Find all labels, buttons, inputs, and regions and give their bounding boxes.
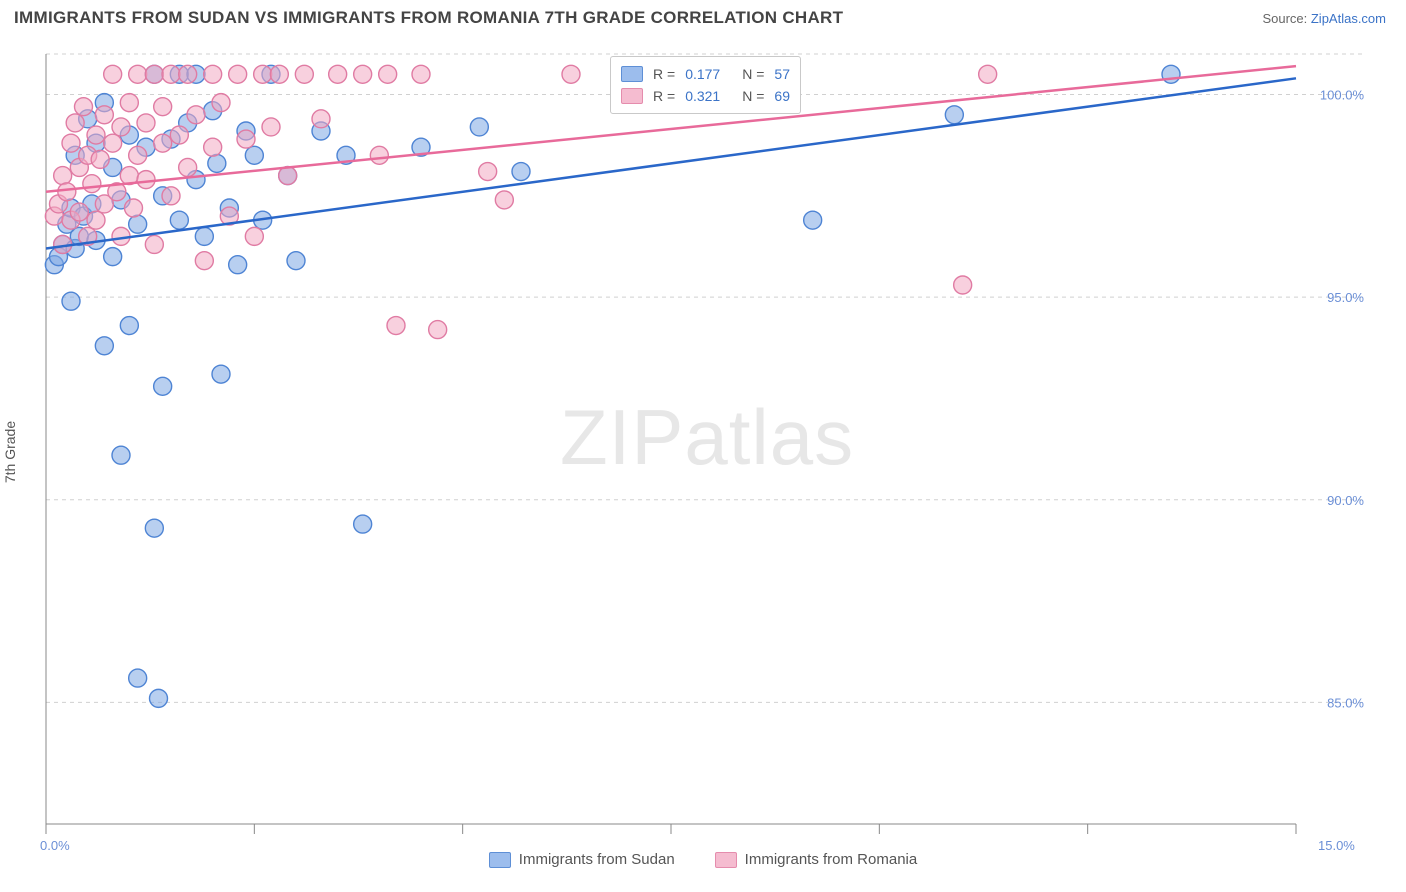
legend-swatch bbox=[489, 852, 511, 868]
r-value: 0.321 bbox=[685, 85, 720, 107]
title-bar: IMMIGRANTS FROM SUDAN VS IMMIGRANTS FROM… bbox=[0, 0, 1406, 32]
legend-swatch bbox=[621, 66, 643, 82]
svg-text:100.0%: 100.0% bbox=[1320, 88, 1365, 103]
r-label: R = bbox=[653, 63, 675, 85]
legend-label: Immigrants from Romania bbox=[745, 851, 918, 868]
n-label: N = bbox=[742, 63, 764, 85]
source-link[interactable]: ZipAtlas.com bbox=[1311, 11, 1386, 26]
svg-text:90.0%: 90.0% bbox=[1327, 493, 1364, 508]
r-value: 0.177 bbox=[685, 63, 720, 85]
n-value: 69 bbox=[774, 85, 790, 107]
legend-swatch bbox=[715, 852, 737, 868]
stats-legend: R = 0.177 N = 57 R = 0.321 N = 69 bbox=[610, 56, 801, 114]
source-label: Source: bbox=[1262, 11, 1310, 26]
series-legend: Immigrants from Sudan Immigrants from Rom… bbox=[0, 851, 1406, 872]
legend-item: Immigrants from Romania bbox=[715, 851, 918, 868]
r-label: R = bbox=[653, 85, 675, 107]
chart-area: 7th Grade ZIPatlas 85.0%90.0%95.0%100.0%… bbox=[0, 32, 1406, 872]
svg-text:95.0%: 95.0% bbox=[1327, 290, 1364, 305]
n-value: 57 bbox=[774, 63, 790, 85]
legend-item: Immigrants from Sudan bbox=[489, 851, 675, 868]
stats-legend-row: R = 0.321 N = 69 bbox=[621, 85, 790, 107]
stats-legend-row: R = 0.177 N = 57 bbox=[621, 63, 790, 85]
svg-text:85.0%: 85.0% bbox=[1327, 695, 1364, 710]
chart-title: IMMIGRANTS FROM SUDAN VS IMMIGRANTS FROM… bbox=[14, 8, 843, 28]
source: Source: ZipAtlas.com bbox=[1262, 11, 1386, 26]
legend-label: Immigrants from Sudan bbox=[519, 851, 675, 868]
n-label: N = bbox=[742, 85, 764, 107]
legend-swatch bbox=[621, 88, 643, 104]
scatter-plot: 85.0% 90.0% 95.0% 100.0% bbox=[0, 32, 1406, 872]
